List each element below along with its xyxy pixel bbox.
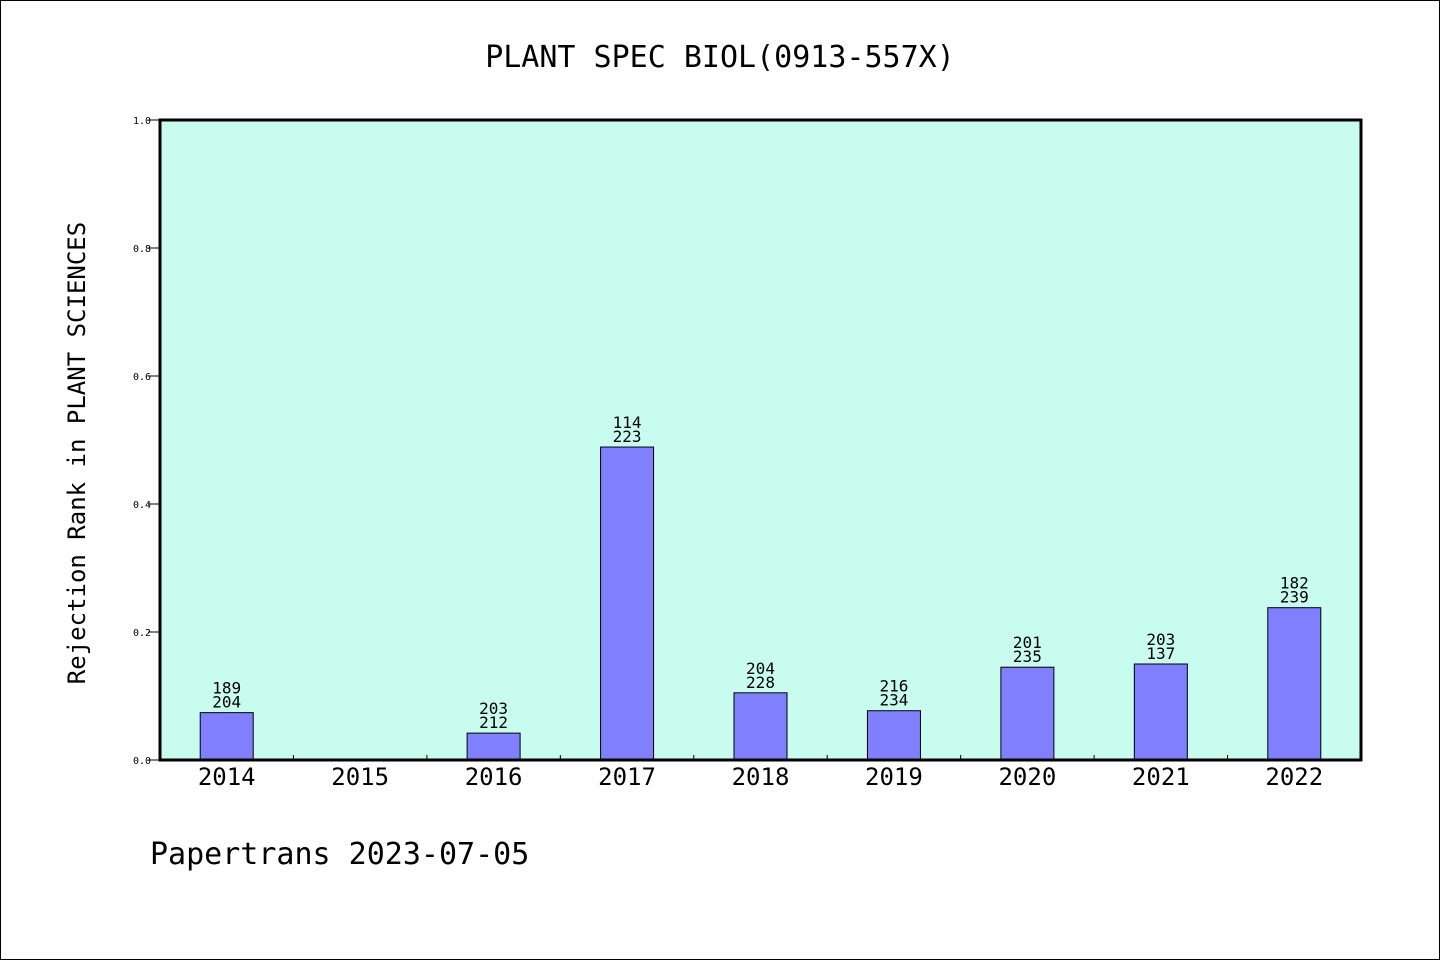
x-tick-label: 2021: [1132, 763, 1190, 791]
footer-watermark: Papertrans 2023-07-05: [150, 837, 529, 872]
bar: [199, 712, 254, 761]
x-tick-label: 2018: [732, 763, 790, 791]
bar-label-top: 189: [212, 679, 241, 698]
bar-label-bottom: 239: [1280, 588, 1309, 607]
y-tick-label: 1.0: [133, 116, 151, 127]
bar-label-bottom: 235: [1013, 647, 1042, 666]
bar: [600, 446, 655, 761]
plot-border: [158, 118, 1363, 762]
y-tick-label: 0.4: [133, 500, 151, 511]
bar: [1267, 607, 1322, 761]
bar: [1133, 663, 1188, 761]
x-tick-label: 2022: [1265, 763, 1323, 791]
bar-label-bottom: 137: [1146, 644, 1175, 663]
y-tick-label: 0.0: [133, 756, 151, 767]
y-tick-label: 0.6: [133, 372, 151, 383]
bar-label-top: 114: [613, 413, 642, 432]
bar: [733, 692, 788, 761]
bar-label-top: 204: [746, 659, 775, 678]
bar-label-top: 203: [1146, 630, 1175, 649]
x-tick-label: 2016: [465, 763, 523, 791]
bar-label-bottom: 204: [212, 693, 241, 712]
x-tick-label: 2014: [198, 763, 256, 791]
bar-label-bottom: 223: [613, 427, 642, 446]
bar-label-bottom: 228: [746, 673, 775, 692]
bar-label-top: 201: [1013, 633, 1042, 652]
bar-label-bottom: 212: [479, 713, 508, 732]
plot-area: [160, 120, 1361, 760]
y-tick-label: 0.8: [133, 244, 151, 255]
bar: [866, 710, 921, 761]
bar: [466, 732, 521, 761]
bar-label-top: 182: [1280, 574, 1309, 593]
x-tick-label: 2015: [331, 763, 389, 791]
y-tick-label: 0.2: [133, 628, 151, 639]
bar: [1000, 666, 1055, 761]
y-axis-label: Rejection Rank in PLANT SCIENCES: [63, 222, 91, 684]
bar-label-top: 203: [479, 699, 508, 718]
x-tick-label: 2020: [998, 763, 1056, 791]
chart-title: PLANT SPEC BIOL(0913-557X): [485, 40, 955, 75]
x-tick-label: 2017: [598, 763, 656, 791]
x-tick-label: 2019: [865, 763, 923, 791]
bar-label-top: 216: [879, 677, 908, 696]
bar-label-bottom: 234: [879, 691, 908, 710]
axis-ticks: 0.0 0.2 0.4 0.6 0.8 1.0: [133, 116, 1229, 767]
